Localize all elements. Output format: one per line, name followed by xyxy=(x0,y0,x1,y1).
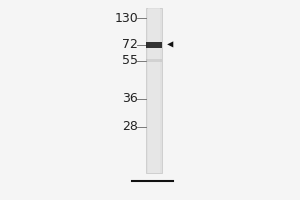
Text: 28: 28 xyxy=(122,120,138,134)
Text: 72: 72 xyxy=(122,38,138,51)
Bar xyxy=(146,59,162,62)
Bar xyxy=(146,42,162,48)
Text: 55: 55 xyxy=(122,54,138,68)
Text: 130: 130 xyxy=(114,11,138,24)
Text: 36: 36 xyxy=(122,92,138,106)
Bar xyxy=(146,8,162,173)
Bar xyxy=(148,8,160,173)
